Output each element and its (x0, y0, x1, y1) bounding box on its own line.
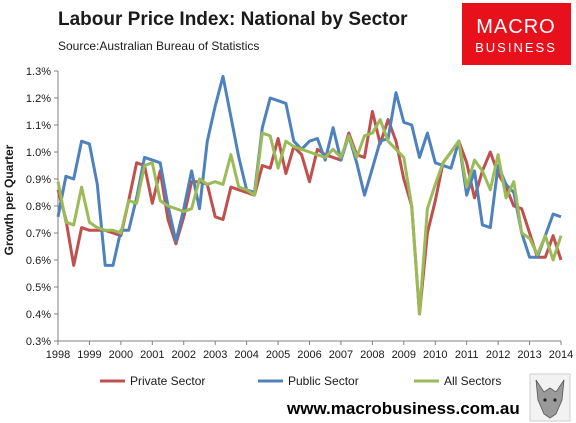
x-tick-label: 2013 (517, 349, 541, 361)
wolf-eye-left-icon (543, 398, 547, 402)
x-tick-label: 2011 (455, 349, 479, 361)
macrobusiness-logo: MACRO BUSINESS (462, 3, 571, 65)
x-tick-label: 1999 (77, 349, 101, 361)
x-tick-label: 2000 (109, 349, 133, 361)
y-tick-label: 0.7% (26, 228, 51, 240)
x-tick-label: 2010 (423, 349, 447, 361)
y-tick-label: 0.8% (26, 201, 51, 213)
x-tick-label: 1998 (46, 349, 70, 361)
x-tick-label: 2012 (486, 349, 510, 361)
series-line-all-sectors (56, 118, 563, 316)
chart-title: Labour Price Index: National by Sector (58, 9, 408, 30)
y-tick-label: 1.2% (26, 93, 51, 105)
x-tick-label: 2007 (329, 349, 353, 361)
x-tick-labels: 1998 1999 2000 2001 2002 2003 2004 2005 2006 2007… (46, 349, 573, 361)
x-tick-label: 2001 (140, 349, 164, 361)
wolf-head-icon (535, 379, 565, 419)
legend-label-all-sectors: All Sectors (444, 374, 501, 388)
footer-url: www.macrobusiness.com.au (286, 399, 520, 418)
wolf-eye-right-icon (553, 398, 557, 402)
legend-label-public-sector: Public Sector (288, 374, 359, 388)
y-tick-label: 0.6% (26, 255, 51, 267)
y-tick-label: 0.9% (26, 174, 51, 186)
plot-axes (54, 70, 562, 345)
chart-source: Source:Australian Bureau of Statistics (58, 39, 259, 53)
y-tick-label: 1.3% (26, 66, 51, 78)
x-tick-label: 2005 (266, 349, 290, 361)
logo-line-1: MACRO (476, 16, 555, 38)
y-tick-label: 0.5% (26, 282, 51, 294)
x-tick-label: 2008 (360, 349, 384, 361)
y-tick-label: 1.0% (26, 147, 51, 159)
y-tick-label: 1.1% (26, 120, 51, 132)
wolf-logo (529, 373, 571, 422)
logo-background (462, 3, 571, 65)
y-tick-label: 0.3% (26, 336, 51, 348)
series-lines (56, 74, 563, 316)
legend-label-private-sector: Private Sector (130, 374, 205, 388)
x-tick-label: 2004 (234, 349, 258, 361)
x-tick-label: 2002 (172, 349, 196, 361)
y-axis-label: Growth per Quarter (2, 144, 16, 255)
y-tick-label: 0.4% (26, 309, 51, 321)
logo-line-2: BUSINESS (475, 40, 557, 55)
x-tick-label: 2006 (297, 349, 321, 361)
y-tick-labels: 0.3% 0.4% 0.5% 0.6% 0.7% 0.8% 0.9% 1.0% 1.1% 1.2%… (26, 66, 51, 348)
x-tick-label: 2003 (203, 349, 227, 361)
x-tick-label: 2009 (392, 349, 416, 361)
x-tick-label: 2014 (549, 349, 573, 361)
legend: Private Sector Public Sector All Sectors (100, 374, 501, 388)
